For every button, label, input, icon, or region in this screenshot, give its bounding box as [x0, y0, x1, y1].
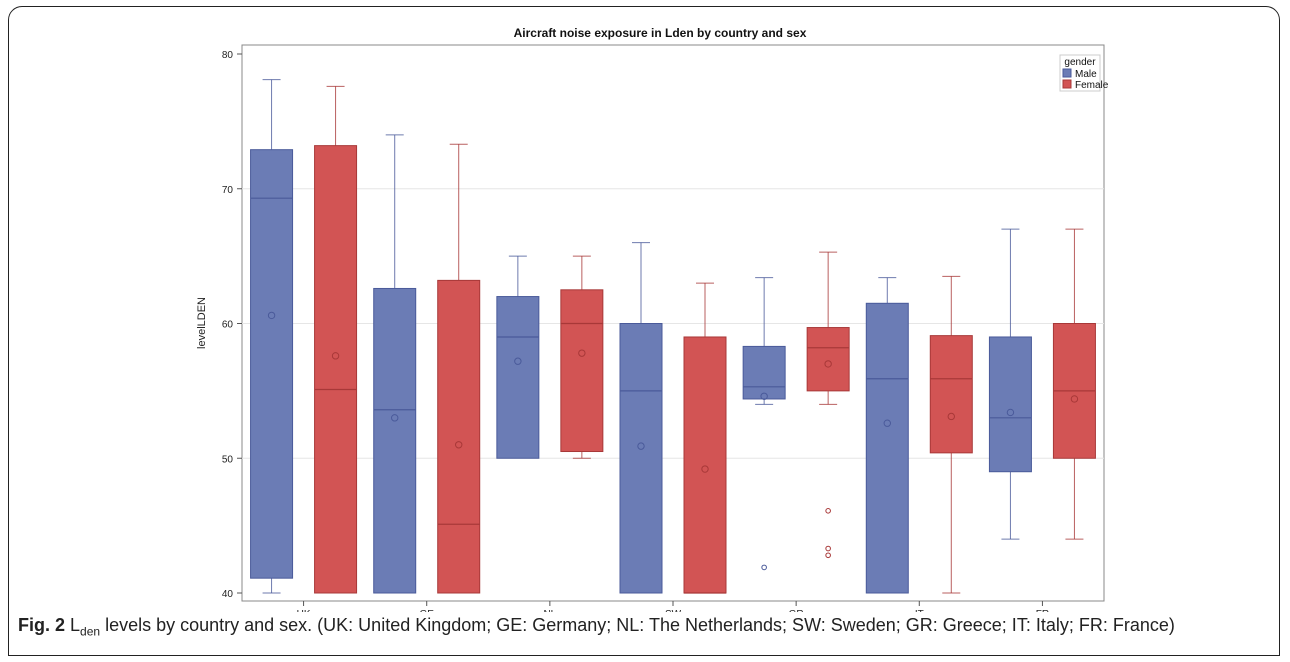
- legend: gender Male Female: [1059, 54, 1109, 92]
- iqr-box: [560, 289, 604, 453]
- box-female-sw: [683, 282, 727, 594]
- x-tick-label: FR: [1036, 609, 1049, 612]
- box-female-nl: [560, 255, 604, 459]
- iqr-box: [619, 323, 663, 594]
- box-male-ge: [373, 134, 417, 594]
- caption-symbol-main: L: [70, 615, 81, 635]
- mean-marker: [455, 441, 463, 449]
- iqr-box: [988, 336, 1032, 473]
- y-tick-label: 60: [222, 320, 234, 331]
- caption-symbol: Lden: [70, 615, 100, 639]
- mean-marker: [883, 419, 891, 427]
- box-female-it: [929, 275, 973, 594]
- y-tick-label: 40: [222, 589, 234, 600]
- x-tick-label: GE: [419, 609, 434, 612]
- box-female-fr: [1052, 228, 1096, 540]
- mean-marker: [637, 442, 645, 450]
- outlier-point: [825, 552, 831, 559]
- iqr-box: [314, 145, 358, 594]
- chart-title: Aircraft noise exposure in Lden by count…: [514, 26, 807, 40]
- box-male-sw: [619, 242, 663, 594]
- outlier-point: [825, 545, 831, 552]
- figure-frame: [8, 6, 1280, 656]
- mean-marker: [701, 465, 709, 473]
- box-male-uk: [250, 79, 294, 594]
- boxes: [250, 79, 1096, 594]
- x-tick-label: GR: [789, 609, 804, 612]
- caption-text: levels by country and sex. (UK: United K…: [100, 615, 1175, 635]
- y-tick-label: 70: [222, 185, 234, 196]
- box-male-fr: [988, 228, 1032, 540]
- mean-marker: [824, 360, 832, 368]
- mean-marker: [760, 392, 768, 400]
- box-male-it: [865, 277, 909, 594]
- mean-marker: [514, 357, 522, 365]
- iqr-box: [929, 335, 973, 454]
- iqr-box: [865, 302, 909, 594]
- mean-marker: [1006, 408, 1015, 417]
- outlier-point: [761, 564, 767, 571]
- mean-marker: [267, 311, 276, 320]
- iqr-box: [250, 149, 294, 579]
- iqr-box: [806, 327, 850, 392]
- axes: 40 50 60 70 80 UK GE NL SW GR IT FR: [222, 50, 1049, 612]
- outlier-point: [825, 508, 831, 514]
- legend-label-male: Male: [1075, 69, 1097, 80]
- mean-marker: [578, 349, 586, 357]
- y-tick-label: 80: [222, 50, 234, 61]
- box-female-gr: [806, 251, 850, 559]
- caption-label: Fig. 2: [18, 615, 66, 635]
- figure-caption: Fig. 2 Lden levels by country and sex. (…: [18, 615, 1268, 639]
- mean-marker: [331, 352, 340, 360]
- legend-title: gender: [1064, 57, 1096, 68]
- caption-symbol-sub: den: [80, 624, 101, 639]
- x-tick-label: SW: [665, 609, 682, 612]
- x-tick-label: UK: [297, 609, 311, 612]
- legend-swatch-male: [1062, 68, 1072, 78]
- boxplot-chart: Aircraft noise exposure in Lden by count…: [196, 26, 1109, 612]
- iqr-box: [742, 345, 786, 400]
- y-tick-label: 50: [222, 454, 234, 465]
- grid-lines: [242, 188, 1104, 459]
- mean-marker: [947, 412, 955, 421]
- iqr-box: [683, 336, 727, 594]
- box-male-gr: [742, 277, 786, 571]
- iqr-box: [496, 296, 540, 459]
- iqr-box: [373, 287, 417, 594]
- x-tick-label: NL: [543, 609, 556, 612]
- box-male-nl: [496, 255, 540, 459]
- box-female-ge: [437, 143, 481, 594]
- x-tick-label: IT: [915, 609, 924, 612]
- mean-marker: [1070, 395, 1079, 403]
- y-axis-label: levelLDEN: [196, 297, 208, 349]
- mean-marker: [391, 414, 399, 422]
- legend-swatch-female: [1062, 79, 1072, 89]
- box-female-uk: [314, 85, 358, 594]
- legend-label-female: Female: [1075, 80, 1109, 91]
- iqr-box: [437, 279, 481, 594]
